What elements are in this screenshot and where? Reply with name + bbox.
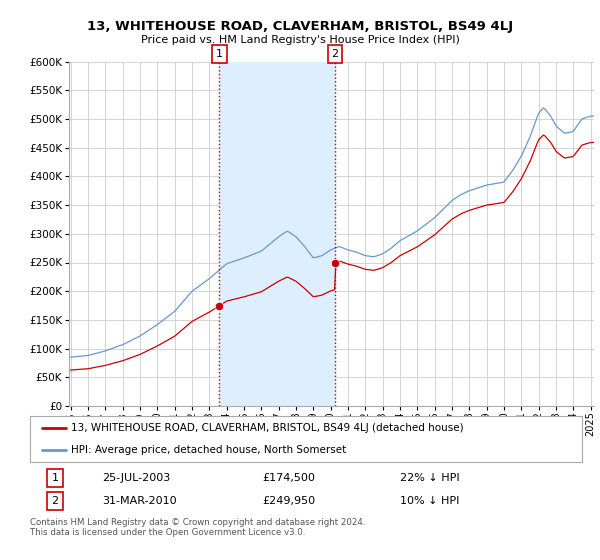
Text: 1: 1 [216,49,223,59]
Text: 31-MAR-2010: 31-MAR-2010 [102,496,176,506]
Text: 13, WHITEHOUSE ROAD, CLAVERHAM, BRISTOL, BS49 4LJ: 13, WHITEHOUSE ROAD, CLAVERHAM, BRISTOL,… [87,20,513,32]
Text: 10% ↓ HPI: 10% ↓ HPI [400,496,459,506]
Text: 25-JUL-2003: 25-JUL-2003 [102,473,170,483]
Text: 22% ↓ HPI: 22% ↓ HPI [400,473,460,483]
Text: 1: 1 [52,473,58,483]
Text: £249,950: £249,950 [262,496,315,506]
Text: 13, WHITEHOUSE ROAD, CLAVERHAM, BRISTOL, BS49 4LJ (detached house): 13, WHITEHOUSE ROAD, CLAVERHAM, BRISTOL,… [71,423,464,433]
Text: 2: 2 [51,496,58,506]
Text: £174,500: £174,500 [262,473,315,483]
Bar [219,62,335,406]
Text: HPI: Average price, detached house, North Somerset: HPI: Average price, detached house, Nort… [71,445,347,455]
Text: Price paid vs. HM Land Registry's House Price Index (HPI): Price paid vs. HM Land Registry's House … [140,35,460,45]
Text: Contains HM Land Registry data © Crown copyright and database right 2024.
This d: Contains HM Land Registry data © Crown c… [30,518,365,538]
Text: 2: 2 [331,49,338,59]
